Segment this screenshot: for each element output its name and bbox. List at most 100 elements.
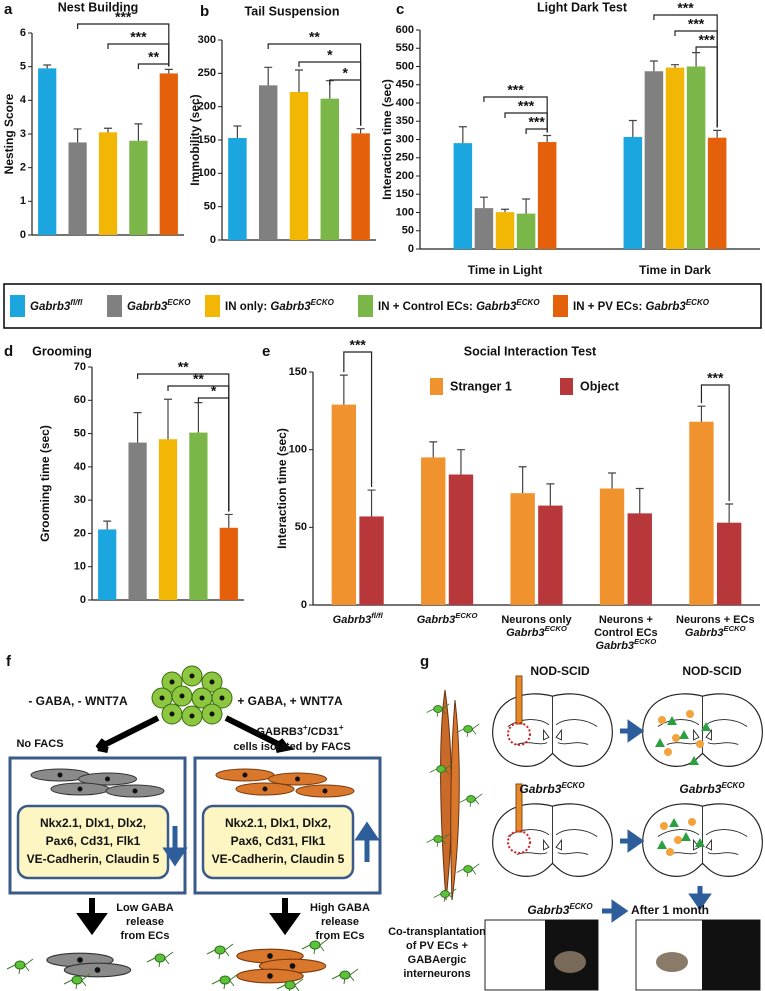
sig-bracket	[343, 351, 373, 488]
y-tick-label: 2	[20, 162, 26, 174]
sig-bracket	[107, 43, 170, 67]
chart-title: Tail Suspension	[245, 4, 340, 18]
sig-bracket	[504, 112, 548, 133]
arrow	[95, 715, 160, 753]
y-tick-label: 50	[204, 201, 216, 213]
cell	[63, 962, 132, 978]
neuron	[206, 943, 234, 960]
bar	[453, 143, 473, 249]
sig-bracket	[695, 46, 718, 128]
neuron	[456, 863, 480, 878]
error-line	[543, 134, 552, 143]
error-bar	[458, 126, 467, 144]
bar	[421, 457, 446, 605]
y-tick-label: 250	[396, 152, 414, 164]
sig-label: ***	[115, 9, 132, 25]
outcome: from ECs	[121, 930, 170, 942]
gene-sup: ECKO	[311, 298, 335, 307]
sig-bracket	[329, 79, 362, 126]
ec-strand	[450, 699, 460, 901]
y-tick-label: 5	[20, 61, 26, 73]
neuron	[6, 958, 34, 975]
error-line	[134, 123, 143, 141]
error-line	[671, 64, 679, 68]
label-prefix: IN + PV ECs:	[573, 301, 646, 313]
injection	[507, 722, 531, 746]
sig-bracket	[525, 128, 548, 134]
y-tick-label: 350	[396, 115, 414, 127]
sig-label: ***	[528, 114, 545, 130]
ec-strand	[440, 689, 453, 901]
strain: NOD-SCID	[530, 664, 590, 678]
arrow	[224, 715, 296, 753]
sig-bracket	[137, 63, 170, 69]
gene: Gabrb3	[596, 640, 635, 652]
y-tick-label: 100	[396, 206, 414, 218]
sort-part: /CD31	[308, 726, 339, 738]
error-bar	[164, 398, 172, 440]
y-tick-label: 0	[408, 243, 414, 255]
gene: Gabrb3	[476, 301, 517, 313]
error-bar	[546, 483, 555, 506]
bar	[219, 527, 238, 600]
cell	[235, 782, 295, 796]
chart-title: Social Interaction Test	[464, 344, 597, 358]
error-line	[429, 441, 438, 458]
y-tick-label: 200	[198, 101, 216, 113]
arrow	[620, 719, 645, 743]
error-line	[73, 128, 82, 143]
sort-part: GABRB3	[257, 726, 303, 738]
bar	[158, 439, 178, 600]
error-bar	[43, 64, 52, 69]
y-tick-label: 500	[396, 60, 414, 72]
error-bar	[429, 441, 438, 458]
error-line	[233, 125, 242, 138]
sig-label: ***	[518, 98, 535, 114]
legend-label: IN + Control ECs: Gabrb3ECKO	[378, 298, 540, 313]
panel-label: a	[4, 1, 13, 18]
bar	[686, 66, 706, 249]
error-line	[479, 196, 488, 209]
sig-label: **	[178, 359, 189, 375]
y-tick-label: 4	[20, 94, 27, 106]
bar	[320, 98, 340, 241]
panel-label: e	[262, 343, 270, 360]
sort-part: +	[339, 723, 344, 732]
cell	[215, 768, 275, 782]
error-bar	[543, 134, 552, 143]
arrow	[688, 886, 712, 911]
sort-part: +	[303, 723, 308, 732]
bar	[627, 513, 652, 605]
gene: Gabrb3	[30, 301, 71, 313]
error-line	[194, 402, 203, 433]
legend-swatch	[107, 295, 122, 317]
error-bar	[518, 466, 527, 494]
bar	[538, 505, 563, 605]
y-tick-label: 100	[198, 167, 216, 179]
y-tick-label: 1	[20, 195, 26, 207]
error-line	[103, 520, 112, 530]
error-line	[501, 208, 509, 213]
error-bar	[339, 374, 348, 405]
error-bar	[133, 412, 142, 443]
graft-neurons	[655, 716, 711, 849]
note: interneurons	[403, 968, 470, 980]
y-tick-label: 0	[210, 234, 216, 246]
mouse	[554, 951, 586, 973]
error-bar	[104, 127, 112, 133]
cell	[236, 968, 304, 984]
cell	[105, 784, 165, 798]
y-axis-label: Interaction time (sec)	[380, 79, 394, 200]
x-tick-label: Neurons only	[501, 614, 572, 626]
legend-swatch	[358, 295, 373, 317]
x-tick-label: Time in Light	[468, 263, 542, 277]
legend-label: IN + PV ECs: Gabrb3ECKO	[573, 298, 710, 313]
cell-cluster	[151, 665, 233, 727]
error-bar	[608, 472, 617, 489]
panel-g-text: g NOD-SCID NOD-SCID Gabrb3ECKO Gabrb3ECK…	[388, 653, 745, 980]
error-line	[692, 52, 701, 67]
error-line	[649, 60, 658, 72]
bar	[495, 212, 515, 249]
label-prefix: IN + Control ECs:	[378, 301, 476, 313]
error-line	[725, 503, 734, 523]
